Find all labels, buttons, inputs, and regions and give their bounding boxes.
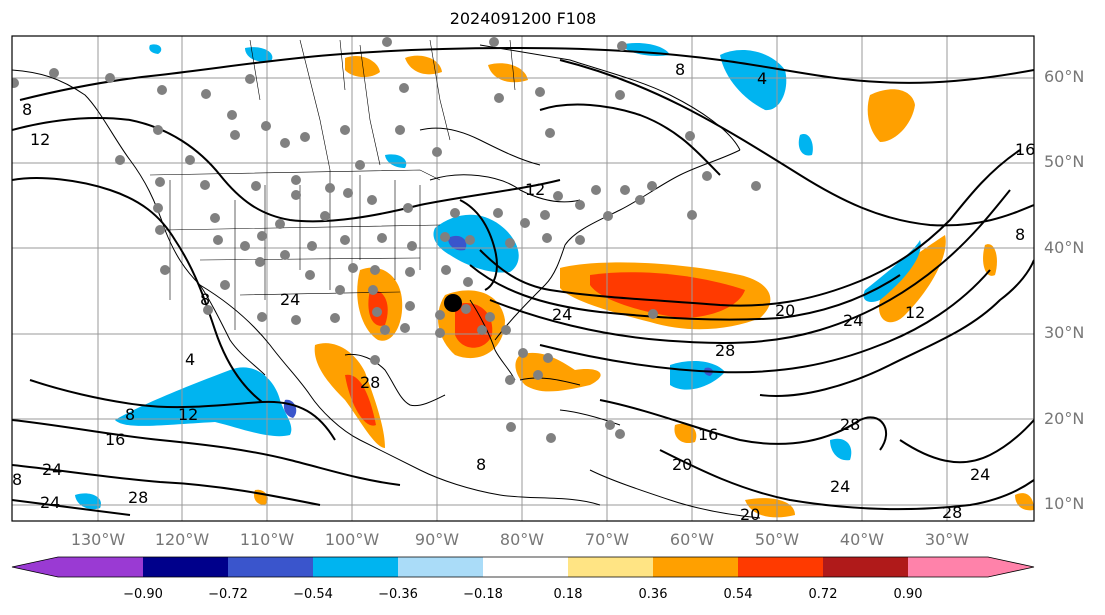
colorbar-swatch <box>908 557 988 577</box>
contour-label: 8 <box>200 290 210 309</box>
contour-label: 4 <box>185 350 195 369</box>
lon-label: 30°W <box>924 530 970 549</box>
colorbar <box>11 556 1035 578</box>
colorbar-tick-label: 0.18 <box>553 587 583 602</box>
colorbar-swatch <box>483 557 568 577</box>
contour-label: 24 <box>970 465 990 484</box>
contour-label: 12 <box>905 303 925 322</box>
colorbar-tick-label: 0.54 <box>723 587 753 602</box>
contour-label: 12 <box>178 405 198 424</box>
lat-label: 40°N <box>1044 238 1085 257</box>
lon-label: 60°W <box>669 530 715 549</box>
contour-label: 4 <box>757 69 767 88</box>
contour-label: 8 <box>12 470 22 489</box>
map-frame <box>11 35 1035 522</box>
contour-label: 16 <box>105 430 125 449</box>
contours <box>12 46 1034 516</box>
contour-label: 24 <box>42 460 62 479</box>
lon-label: 50°W <box>754 530 800 549</box>
colorbar-tick-label: −0.54 <box>293 587 333 602</box>
colorbar-swatch <box>738 557 823 577</box>
contour-label: 28 <box>942 503 962 522</box>
contour-label: 16 <box>1015 140 1035 159</box>
contour-label: 28 <box>715 341 735 360</box>
borders <box>149 39 516 330</box>
lon-label: 110°W <box>239 530 295 549</box>
lon-label: 90°W <box>414 530 460 549</box>
colorbar-swatch <box>313 557 398 577</box>
contour-label: 20 <box>740 505 760 524</box>
contour-label: 8 <box>22 100 32 119</box>
contour-label: 24 <box>843 311 863 330</box>
contour-label: 20 <box>672 455 692 474</box>
lat-label: 30°N <box>1044 323 1085 342</box>
map-title: 2024091200 F108 <box>449 9 597 28</box>
lat-label: 50°N <box>1044 152 1085 171</box>
contour-label: 8 <box>1015 225 1025 244</box>
contour-label: 24 <box>280 290 300 309</box>
colorbar-swatch <box>58 557 143 577</box>
colorbar-extend-high <box>988 557 1034 577</box>
contour-label: 24 <box>40 493 60 512</box>
lat-lon-grid <box>12 36 1034 521</box>
lon-label: 120°W <box>154 530 210 549</box>
contour-label-group: 4 8 8 12 12 16 8 12 20 24 28 4 8 24 8 12… <box>12 60 1035 524</box>
colorbar-swatch <box>568 557 653 577</box>
colorbar-tick-label: −0.36 <box>378 587 418 602</box>
contour-label: 24 <box>552 305 572 324</box>
contour-label: 8 <box>476 455 486 474</box>
contour-label: 28 <box>360 373 380 392</box>
contour-label: 24 <box>830 477 850 496</box>
lon-label: 80°W <box>499 530 545 549</box>
lon-label: 130°W <box>70 530 126 549</box>
contour-label: 16 <box>698 425 718 444</box>
lon-label: 40°W <box>839 530 885 549</box>
contour-label: 8 <box>125 405 135 424</box>
colorbar-extend-low <box>12 557 58 577</box>
station-dots <box>12 37 761 443</box>
lat-label: 60°N <box>1044 67 1085 86</box>
location-marker <box>444 294 462 312</box>
coastlines <box>12 44 761 519</box>
contour-label: 20 <box>775 301 795 320</box>
contour-label: 12 <box>30 130 50 149</box>
contour-label: 8 <box>675 60 685 79</box>
colorbar-swatch <box>398 557 483 577</box>
contour-label: 12 <box>525 180 545 199</box>
colorbar-tick-label: −0.90 <box>123 587 163 602</box>
lon-label: 100°W <box>324 530 380 549</box>
colorbar-tick-label: 0.90 <box>893 587 923 602</box>
lat-label: 10°N <box>1044 494 1085 513</box>
colorbar-tick-label: 0.36 <box>638 587 668 602</box>
colorbar-tick-label: −0.18 <box>463 587 503 602</box>
lat-label: 20°N <box>1044 409 1085 428</box>
contour-label: 28 <box>840 415 860 434</box>
colorbar-swatch <box>653 557 738 577</box>
colorbar-tick-label: 0.72 <box>808 587 838 602</box>
colorbar-swatch <box>823 557 908 577</box>
colorbar-swatch <box>228 557 313 577</box>
lon-label: 70°W <box>584 530 630 549</box>
contour-label: 28 <box>128 488 148 507</box>
colorbar-swatch <box>143 557 228 577</box>
colorbar-tick-label: −0.72 <box>208 587 248 602</box>
